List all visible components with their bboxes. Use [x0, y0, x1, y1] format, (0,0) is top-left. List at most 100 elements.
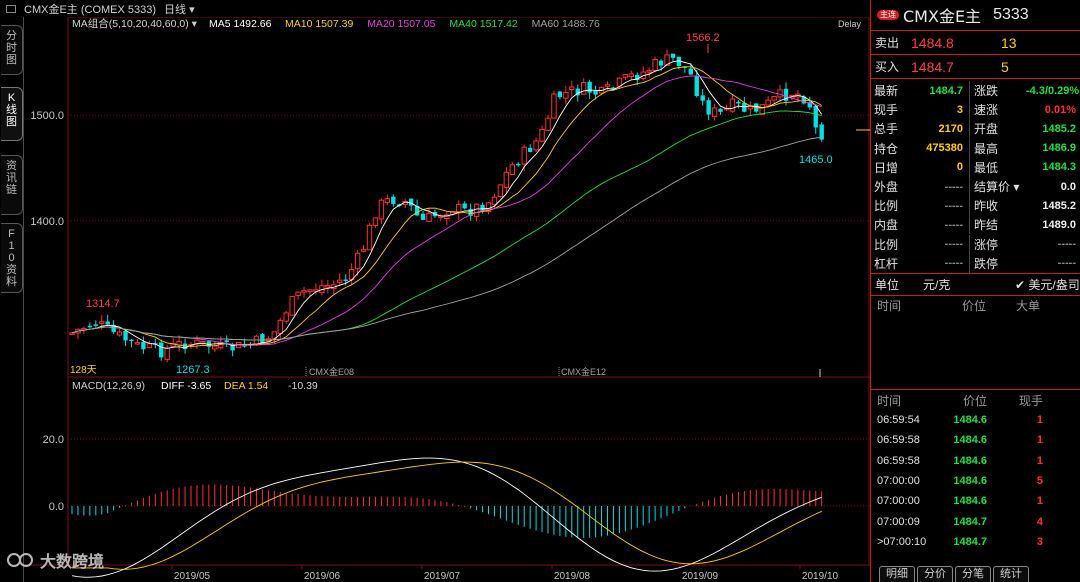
watermark-logo-icon	[7, 553, 33, 567]
candle-body	[533, 140, 539, 151]
candle-body	[480, 204, 485, 212]
quote-row: 比例 ----- 涨停 -----	[871, 234, 1080, 254]
candle-body	[765, 99, 771, 106]
chart-topbar: CMX金E主 (COMEX 5333) 日线 ▾	[0, 0, 870, 17]
ticks-list: 06:59:54 1484.6 1 06:59:58 1484.6 1 06:59:58 14…	[871, 410, 1080, 552]
candle-body	[676, 56, 682, 67]
quote-key: 日增	[874, 160, 899, 175]
quote-key2: 跌停	[974, 256, 999, 271]
macd-tick-label: 0.0	[49, 501, 64, 513]
watermark: 大数跨境	[6, 548, 104, 572]
quote-row: 比例 ----- 昨收 1485.2	[871, 196, 1080, 216]
chart-frame	[67, 17, 870, 566]
detail-tab[interactable]: 分笔	[955, 566, 991, 582]
ma-legend-item: MA10 1507.39	[285, 18, 353, 30]
candle-body	[307, 289, 313, 292]
quote-value: 1484.7	[929, 84, 963, 97]
candle-body	[69, 332, 75, 335]
quote-value: -----	[944, 180, 963, 193]
candle-body	[521, 146, 527, 165]
candle-body	[539, 128, 545, 142]
candle-body	[206, 341, 212, 347]
window-icon[interactable]	[6, 4, 16, 13]
quote-key2: 速涨	[974, 103, 999, 118]
candle-body	[141, 341, 146, 350]
quote-row: 日增 0 最低 1484.3	[871, 157, 1080, 177]
unit-usd-oz[interactable]: ✔ 美元/盎司	[1015, 277, 1080, 292]
quote-key: 持仓	[874, 141, 899, 156]
candle-body	[444, 214, 450, 220]
candle-body	[736, 101, 741, 104]
candle-body	[516, 163, 521, 166]
quote-key: 比例	[874, 237, 899, 252]
date-tick-label: 2019/07	[424, 571, 461, 582]
candle-body	[337, 279, 343, 283]
tick-row: >07:00:10 1484.7 3	[877, 535, 1043, 548]
candle-body	[700, 95, 705, 101]
macd-tick-label: 20.0	[43, 434, 64, 446]
quote-row: 总手 2170 开盘 1485.2	[871, 119, 1080, 139]
candle-body	[277, 319, 283, 334]
delay-label: Delay	[838, 19, 862, 29]
macd-dea-line	[72, 461, 822, 570]
macd-legend-label: MACD(12,26,9)	[72, 380, 145, 392]
buy-volume: 5	[1001, 58, 1009, 75]
quote-key2: 涨停	[974, 237, 999, 252]
detail-tab[interactable]: 统计	[993, 566, 1029, 582]
quote-value2: 1489.0	[1042, 218, 1076, 231]
sell-row: 卖出 1484.8 13	[871, 31, 1080, 55]
date-tick-label: 2019/09	[682, 571, 719, 582]
detail-tab[interactable]: 明细	[879, 566, 915, 582]
candle-body	[503, 171, 510, 188]
detail-tab[interactable]: 分价	[917, 566, 953, 582]
candle-body	[706, 100, 711, 115]
candle-body	[87, 325, 93, 328]
low-label: 1465.0	[799, 154, 833, 166]
unit-yuan-gram[interactable]: 元/克	[923, 277, 951, 292]
candle-body	[622, 74, 629, 78]
quote-value2: 1485.2	[1042, 199, 1076, 212]
candle-body	[366, 224, 373, 251]
ma-line-20	[71, 75, 822, 346]
candle-body	[581, 82, 587, 95]
candle-body	[777, 89, 783, 98]
ticks-section: 时间 价位 现手 06:59:54 1484.6 1 06:59:58 1484.6 1 0…	[871, 389, 1080, 552]
candle-body	[134, 342, 141, 345]
candle-body	[509, 164, 516, 175]
quote-key: 最新	[874, 84, 899, 99]
candle-body	[164, 347, 170, 360]
candle-body	[230, 344, 235, 351]
quote-value: 475380	[926, 142, 963, 155]
tab-news[interactable]: 资讯链	[1, 155, 23, 215]
ticks-header: 时间 价位 现手	[877, 393, 1043, 408]
quote-value: 2170	[938, 122, 963, 135]
instrument-title: CMX金E主 (COMEX 5333)	[24, 3, 157, 16]
kline-chart[interactable]: 1500.0 1400.0 20.0 0.0 2019/05 2019/06 2019/07…	[24, 17, 870, 582]
candle-body	[473, 203, 480, 217]
ma-line-40	[71, 110, 822, 341]
date-tick-label: 2019/06	[304, 571, 341, 582]
quote-row: 持仓 475380 最高 1486.9	[871, 138, 1080, 158]
candle-body	[593, 90, 598, 95]
price-tick-label: 1500.0	[30, 110, 64, 122]
candle-body	[783, 88, 789, 101]
candle-body	[426, 212, 432, 222]
quote-row: 现手 3 速涨 0.01%	[871, 100, 1080, 120]
unit-selector[interactable]: 单位 元/克 ✔ 美元/盎司	[871, 274, 1080, 296]
contract-switch-label: CMX金E08	[309, 366, 354, 377]
quote-key2: 最高	[974, 141, 999, 156]
quote-value2: 0.0	[1060, 180, 1076, 193]
macd-dea: DEA 1.54	[224, 380, 269, 392]
quote-key2[interactable]: 结算价 ▾	[974, 180, 1020, 195]
candle-body	[545, 117, 551, 131]
tab-timeshare[interactable]: 分时图	[1, 25, 23, 75]
depth-header: 时间 价位 大单	[877, 299, 1040, 314]
period-selector[interactable]: 日线 ▾	[164, 3, 195, 16]
main-contract-badge: 主连	[877, 10, 899, 20]
quote-key2: 开盘	[974, 122, 999, 137]
candle-body	[159, 342, 164, 358]
